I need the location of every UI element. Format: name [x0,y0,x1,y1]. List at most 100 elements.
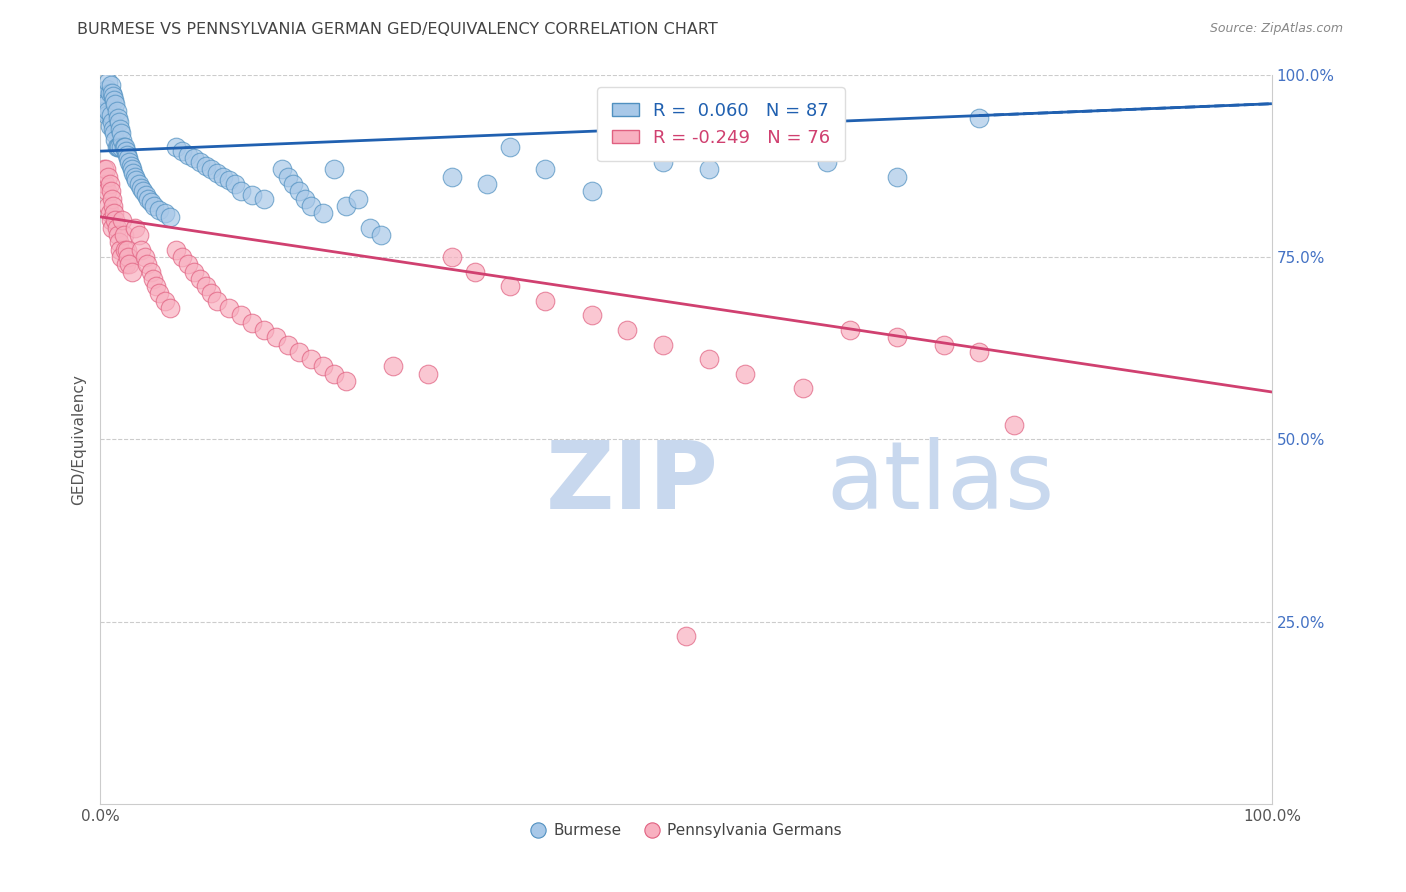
Point [104,96,127,111]
Point [229,309,252,323]
Point [94,89,117,103]
Point [312,359,335,374]
Point [128,228,150,243]
Point [932,337,955,351]
Point [651,155,673,169]
Point [135,188,157,202]
Point [118,155,141,169]
Point [253,192,276,206]
Point [112,228,135,243]
Point [359,220,381,235]
Point [97,103,120,118]
Point [464,264,486,278]
Point [188,155,211,169]
Point [159,210,181,224]
Text: BURMESE VS PENNSYLVANIA GERMAN GED/EQUIVALENCY CORRELATION CHART: BURMESE VS PENNSYLVANIA GERMAN GED/EQUIV… [77,22,718,37]
Point [212,169,235,184]
Point [172,250,194,264]
Point [769,140,792,154]
Point [194,279,217,293]
Legend: Burmese, Pennsylvania Germans: Burmese, Pennsylvania Germans [524,817,848,844]
Point [100,78,122,93]
Point [312,206,335,220]
Point [699,352,721,367]
Point [277,337,299,351]
Point [886,330,908,344]
Point [1002,417,1025,432]
Point [651,337,673,351]
Point [97,169,120,184]
Point [734,367,756,381]
Point [264,330,287,344]
Point [886,169,908,184]
Point [121,264,143,278]
Point [93,162,115,177]
Point [104,133,127,147]
Point [93,103,115,118]
Point [581,309,603,323]
Point [335,199,357,213]
Point [183,152,205,166]
Point [94,96,117,111]
Point [105,140,128,154]
Point [128,177,150,191]
Point [218,301,240,315]
Point [229,184,252,198]
Point [108,115,131,129]
Point [118,257,141,271]
Y-axis label: GED/Equivalency: GED/Equivalency [72,374,86,505]
Point [143,199,166,213]
Point [139,264,162,278]
Point [100,213,122,227]
Point [101,89,124,103]
Point [115,257,138,271]
Point [110,250,132,264]
Point [124,220,146,235]
Point [98,177,121,191]
Point [440,169,463,184]
Point [440,250,463,264]
Point [107,140,129,154]
Point [100,184,122,198]
Point [839,323,862,337]
Point [183,264,205,278]
Point [581,184,603,198]
Point [145,279,167,293]
Point [294,192,316,206]
Point [124,169,146,184]
Point [115,148,138,162]
Point [101,199,124,213]
Point [120,159,142,173]
Point [323,162,346,177]
Point [148,286,170,301]
Point [115,243,138,257]
Point [270,162,292,177]
Point [177,257,200,271]
Point [108,243,131,257]
Point [136,257,159,271]
Point [111,133,134,147]
Point [142,272,165,286]
Point [288,184,311,198]
Point [139,195,162,210]
Point [100,108,122,122]
Point [815,155,838,169]
Point [98,206,121,220]
Point [101,86,124,100]
Point [792,381,814,395]
Point [111,213,134,227]
Point [103,93,125,107]
Point [288,344,311,359]
Point [94,162,117,177]
Point [114,140,136,154]
Point [97,199,120,213]
Point [347,192,370,206]
Point [699,162,721,177]
Point [107,112,129,126]
Point [96,184,118,198]
Point [218,173,240,187]
Point [323,367,346,381]
Point [277,169,299,184]
Point [94,177,117,191]
Point [96,108,118,122]
